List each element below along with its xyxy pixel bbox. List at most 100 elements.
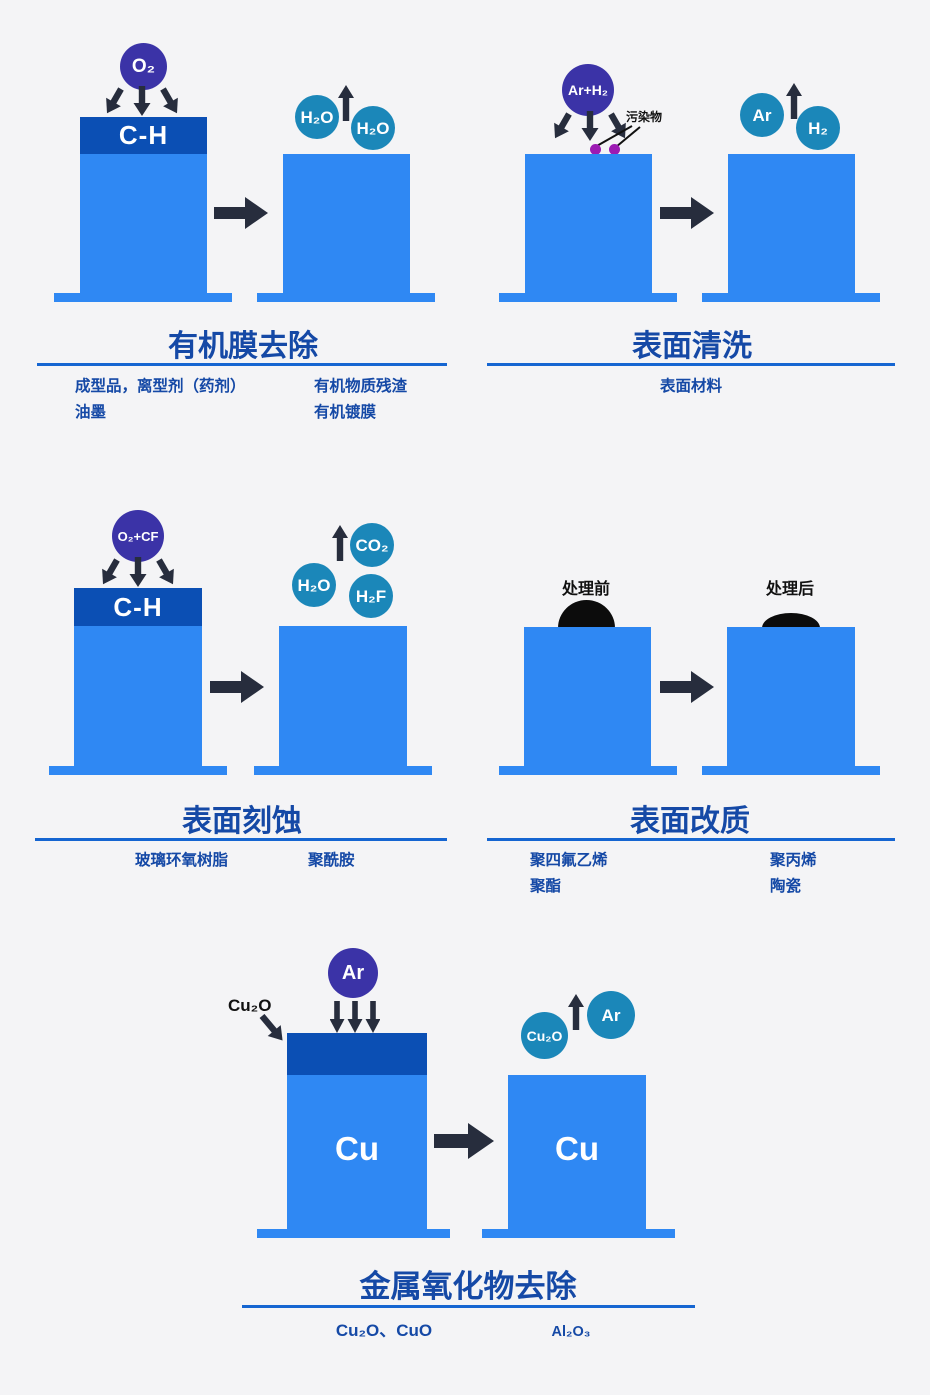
panel-note: 表面材料 <box>659 378 723 395</box>
note-line: 陶瓷 <box>770 878 802 896</box>
substrate-block <box>727 627 855 767</box>
substrate-base <box>54 293 232 302</box>
water-droplet <box>558 600 615 628</box>
panel-note: 聚酰胺 <box>308 852 355 869</box>
gas-particle: H₂ <box>796 106 840 150</box>
substrate-base <box>499 293 677 302</box>
contaminant-label: 污染物 <box>626 110 663 124</box>
gas-label: Ar <box>752 105 772 125</box>
note-line: 有机物质残渣 <box>314 378 408 395</box>
gas-label: H₂O <box>297 575 331 595</box>
right-arrow-icon <box>434 1123 494 1159</box>
panel-note: Al₂O₃ <box>551 1324 591 1340</box>
note-line: 聚丙烯 <box>770 852 817 869</box>
down-arrows-icon <box>106 86 178 116</box>
note-line: 有机镀膜 <box>314 404 377 422</box>
substrate-base <box>257 293 435 302</box>
panel-note: 玻璃环氧树脂 <box>135 852 229 869</box>
up-arrow-icon <box>332 525 348 561</box>
panel-note: 有机物质残渣 有机镀膜 <box>314 374 407 427</box>
surface-cap-label: C-H <box>113 591 163 622</box>
substrate-base <box>499 766 677 775</box>
gas-particle: Ar <box>587 991 635 1039</box>
substrate-base <box>702 293 880 302</box>
down-arrows-icon <box>330 1001 380 1033</box>
panel-title: 有机膜去除 <box>168 330 318 363</box>
substrate-block <box>80 154 207 294</box>
down-arrows-icon <box>554 111 626 141</box>
substrate-base <box>702 766 880 775</box>
metal-label: Cu <box>335 1130 379 1167</box>
gas-particle: H₂O <box>351 106 395 150</box>
plasma-particle: O₂+CF <box>112 510 164 562</box>
plasma-label: Ar <box>341 962 365 984</box>
gas-label: H₂O <box>356 118 390 138</box>
before-label: 处理前 <box>561 581 611 598</box>
after-label: 处理后 <box>765 581 815 598</box>
substrate-block <box>508 1075 646 1231</box>
right-arrow-icon <box>214 197 268 229</box>
diagonal-arrow-icon <box>259 1014 283 1041</box>
gas-label: Cu₂O <box>526 1027 563 1044</box>
right-arrow-icon <box>210 671 264 703</box>
divider-line <box>487 363 895 366</box>
note-line: 成型品，离型剂（药剂） <box>75 378 246 395</box>
gas-label: CO₂ <box>355 535 389 555</box>
up-arrow-icon <box>786 83 802 119</box>
substrate-block <box>524 627 651 767</box>
plasma-label: O₂+CF <box>117 528 159 544</box>
panel-title: 表面改质 <box>630 805 750 838</box>
flattened-droplet <box>762 613 820 628</box>
plasma-label: Ar+H₂ <box>567 82 609 98</box>
gas-particle: H₂O <box>295 95 339 139</box>
panel-note: 聚四氟乙烯 聚酯 <box>530 848 608 901</box>
substrate-block <box>525 154 652 294</box>
substrate-block <box>287 1075 427 1231</box>
substrate-block <box>728 154 855 294</box>
panel-title: 金属氧化物去除 <box>359 1269 577 1304</box>
substrate-base <box>482 1229 675 1238</box>
panel-title: 表面清洗 <box>632 330 752 363</box>
surface-cap-label: C-H <box>118 120 169 150</box>
plasma-label: O₂ <box>131 56 156 77</box>
substrate-base <box>257 1229 450 1238</box>
divider-line <box>35 838 447 841</box>
substrate-block <box>279 626 407 767</box>
right-arrow-icon <box>660 671 714 703</box>
note-line: 油墨 <box>75 404 107 422</box>
substrate-base <box>49 766 227 775</box>
panel-note: Cu₂O、CuO <box>335 1321 433 1340</box>
metal-label: Cu <box>555 1130 599 1167</box>
up-arrow-icon <box>568 994 584 1030</box>
pointer-lines-icon <box>594 125 641 148</box>
gas-particle: H₂F <box>349 574 393 618</box>
gas-label: H₂O <box>300 107 334 127</box>
gas-particle: H₂O <box>292 563 336 607</box>
panel-title: 表面刻蚀 <box>182 805 302 838</box>
substrate-block <box>283 154 410 294</box>
surface-cap: C-H <box>80 117 207 154</box>
note-line: 聚酯 <box>530 878 562 896</box>
gas-label: H₂F <box>355 586 387 606</box>
down-arrows-icon <box>102 557 174 587</box>
gas-label: Ar <box>601 1005 621 1025</box>
gas-particle: CO₂ <box>350 523 394 567</box>
divider-line <box>37 363 447 366</box>
oxide-label: Cu₂O <box>228 996 272 1015</box>
contaminant-dot <box>609 144 620 155</box>
panel-note: 成型品，离型剂（药剂） 油墨 <box>75 374 246 427</box>
panel-note: 聚丙烯 陶瓷 <box>770 848 817 901</box>
substrate-base <box>254 766 432 775</box>
substrate-block <box>74 626 202 767</box>
up-arrow-icon <box>338 85 354 121</box>
oxide-layer <box>287 1033 427 1075</box>
gas-label: H₂ <box>808 118 828 138</box>
surface-cap: C-H <box>74 588 202 626</box>
plasma-particle: Ar+H₂ <box>562 64 614 116</box>
plasma-particle: Ar <box>328 948 378 998</box>
gas-particle: Ar <box>740 93 784 137</box>
right-arrow-icon <box>660 197 714 229</box>
gas-particle: Cu₂O <box>521 1012 568 1059</box>
note-line: 聚四氟乙烯 <box>530 852 608 869</box>
